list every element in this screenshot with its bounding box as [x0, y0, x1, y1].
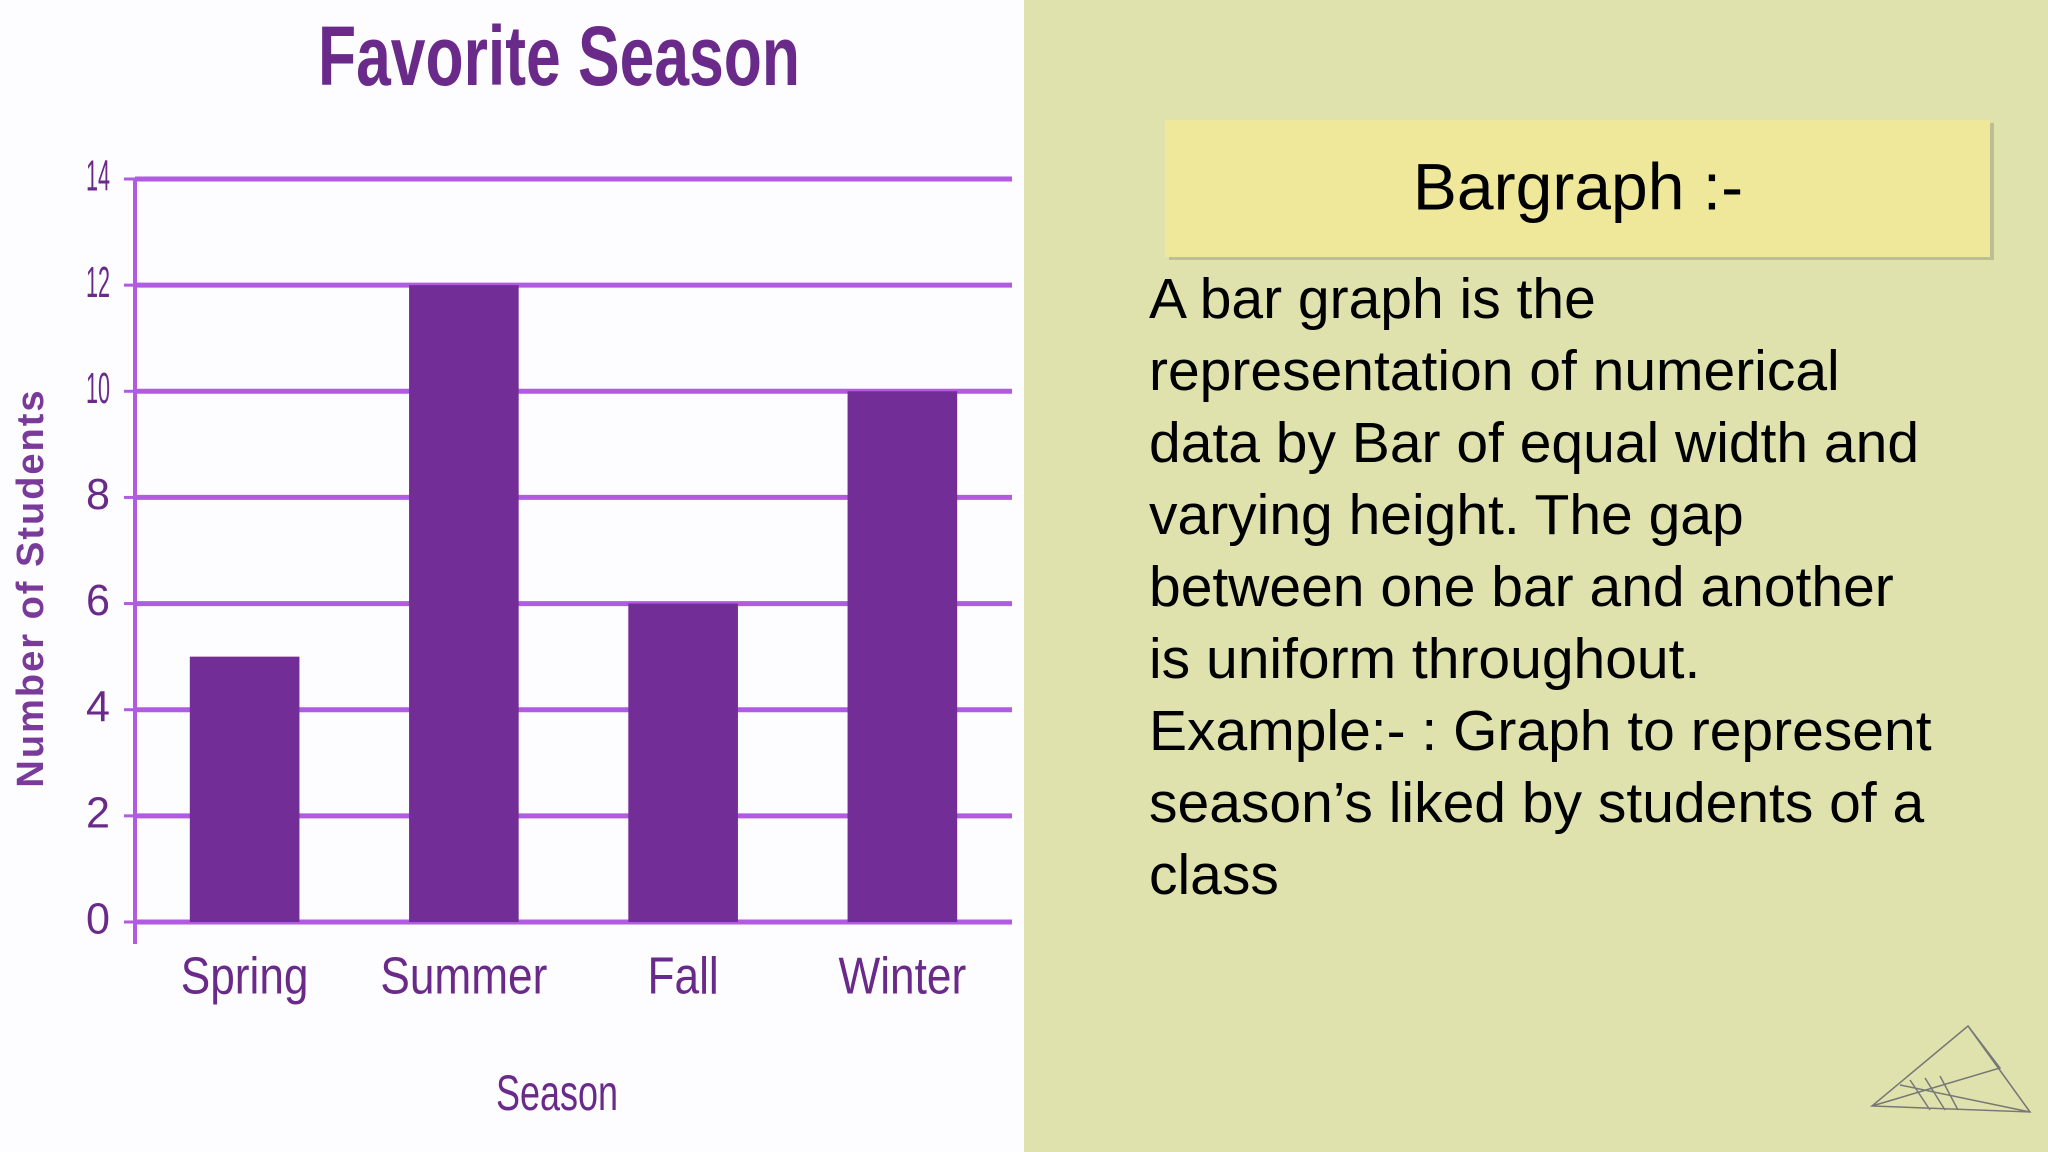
geometry-icon	[1870, 1024, 2032, 1113]
heading: Bargraph :-	[1413, 149, 1743, 223]
body-line: A bar graph is the	[1149, 267, 1596, 331]
body-text: A bar graph is the representation of nume…	[1149, 267, 1932, 907]
body-line: season’s liked by students of a	[1149, 771, 1925, 835]
body-line: between one bar and another	[1149, 555, 1894, 619]
y-tick-label: 12	[86, 258, 110, 307]
body-line: is uniform throughout.	[1149, 627, 1700, 691]
bar	[409, 285, 519, 923]
y-tick-label: 0	[86, 895, 110, 944]
body-line: class	[1149, 843, 1279, 907]
bar	[847, 391, 958, 922]
y-tick-label: 4	[86, 682, 110, 731]
x-axis-title: Season	[496, 1065, 618, 1121]
bar	[189, 656, 300, 922]
heading-box	[1165, 120, 1990, 257]
y-tick-label: 8	[86, 470, 110, 519]
chart-title: Favorite Season	[318, 9, 800, 103]
x-tick-label: Winter	[839, 947, 967, 1005]
body-line: Example:- : Graph to represent	[1149, 699, 1932, 763]
y-tick-label: 2	[86, 788, 110, 837]
x-tick-label: Fall	[648, 947, 719, 1005]
body-line: varying height. The gap	[1149, 483, 1744, 547]
y-tick-label: 6	[86, 576, 110, 625]
y-axis-title: Number of Students	[10, 388, 52, 787]
y-tick-label: 14	[86, 152, 110, 201]
bar	[628, 603, 738, 922]
body-line: data by Bar of equal width and	[1149, 411, 1919, 475]
y-tick-label: 10	[86, 364, 110, 413]
body-line: representation of numerical	[1149, 339, 1840, 403]
x-tick-label: Spring	[181, 947, 309, 1005]
x-tick-label: Summer	[380, 947, 547, 1005]
